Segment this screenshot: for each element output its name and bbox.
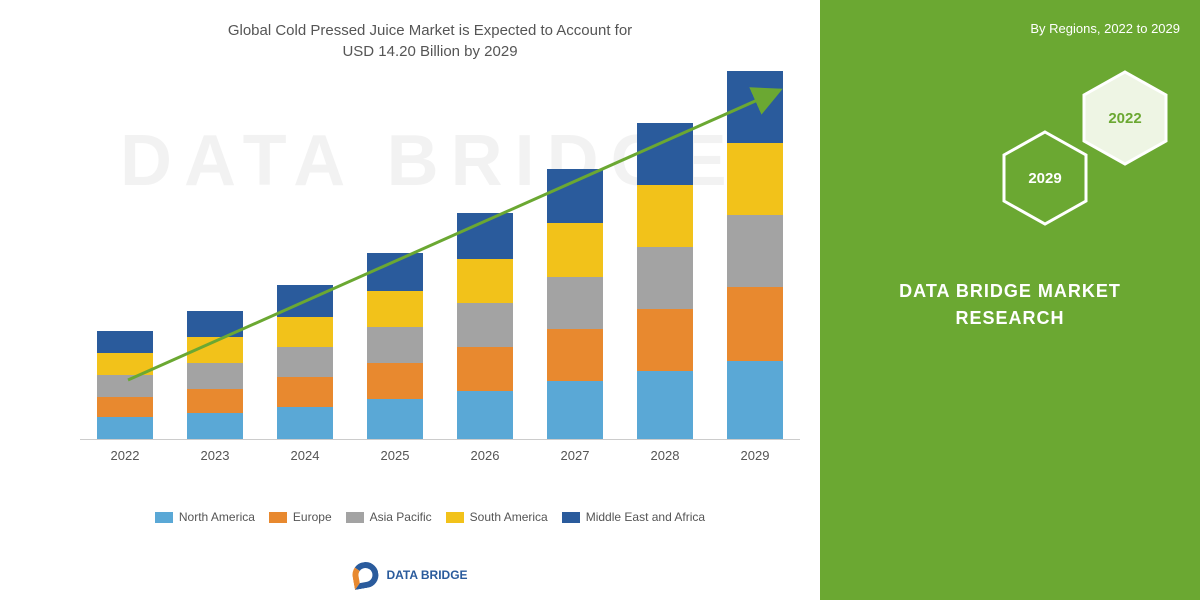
chart-title-line1: Global Cold Pressed Juice Market is Expe… (228, 22, 632, 39)
footer-logo: DATA BRIDGE (352, 562, 467, 588)
legend-label: North America (179, 510, 255, 524)
bar-group: 2023 (187, 311, 243, 439)
bar-segment (727, 215, 783, 287)
bar-segment (97, 417, 153, 439)
x-axis-label: 2024 (277, 448, 333, 463)
bar-group: 2022 (97, 331, 153, 439)
bar-segment (727, 287, 783, 361)
brand-line2: RESEARCH (955, 308, 1064, 328)
bar-segment (367, 253, 423, 291)
bar-segment (547, 329, 603, 381)
bar-group: 2027 (547, 169, 603, 439)
bar-segment (457, 347, 513, 391)
legend-swatch (346, 512, 364, 523)
bar-segment (367, 363, 423, 399)
legend-item: South America (446, 510, 548, 524)
chart-title: Global Cold Pressed Juice Market is Expe… (60, 20, 800, 62)
bar-group: 2029 (727, 71, 783, 439)
logo-mark-icon (350, 560, 380, 590)
bar-segment (727, 361, 783, 439)
legend: North America Europe Asia Pacific South Ame… (60, 510, 800, 524)
bar-segment (547, 277, 603, 329)
legend-swatch (269, 512, 287, 523)
legend-swatch (446, 512, 464, 523)
x-axis-label: 2025 (367, 448, 423, 463)
bar-segment (187, 337, 243, 363)
bar-segment (637, 309, 693, 371)
right-panel: By Regions, 2022 to 2029 2022 2029 DATA … (820, 0, 1200, 600)
bar-segment (637, 123, 693, 185)
bar-segment (187, 311, 243, 337)
bar-segment (367, 399, 423, 439)
footer-text: DATA BRIDGE (386, 568, 467, 582)
legend-label: Middle East and Africa (586, 510, 705, 524)
brand-text: DATA BRIDGE MARKET RESEARCH (840, 278, 1180, 332)
left-panel: Global Cold Pressed Juice Market is Expe… (0, 0, 820, 600)
legend-item: Europe (269, 510, 332, 524)
bar-segment (277, 347, 333, 377)
bar-segment (547, 169, 603, 223)
legend-swatch (562, 512, 580, 523)
hex-2022-label: 2022 (1108, 110, 1141, 127)
bar-segment (187, 363, 243, 389)
legend-label: South America (470, 510, 548, 524)
x-axis-label: 2023 (187, 448, 243, 463)
bar-segment (637, 247, 693, 309)
bar-group: 2024 (277, 285, 333, 439)
legend-swatch (155, 512, 173, 523)
chart-area: 2022 2023 2024 2025 2026 2027 2028 2029 (80, 70, 800, 470)
bar-segment (547, 223, 603, 277)
brand-line1: DATA BRIDGE MARKET (899, 281, 1121, 301)
right-subtitle: By Regions, 2022 to 2029 (840, 20, 1180, 38)
bar-segment (727, 71, 783, 143)
bar-segment (637, 185, 693, 247)
x-axis-label: 2029 (727, 448, 783, 463)
x-axis-label: 2028 (637, 448, 693, 463)
bar-segment (277, 377, 333, 407)
chart-title-line2: USD 14.20 Billion by 2029 (342, 43, 517, 60)
bars-container: 20222023202420252026202720282029 (80, 90, 800, 440)
hex-2022: 2022 (1080, 68, 1170, 168)
legend-item: North America (155, 510, 255, 524)
bar-segment (187, 389, 243, 413)
x-axis-label: 2022 (97, 448, 153, 463)
bar-group: 2025 (367, 253, 423, 439)
bar-segment (277, 407, 333, 439)
bar-segment (97, 397, 153, 417)
bar-segment (547, 381, 603, 439)
hex-2029-label: 2029 (1028, 170, 1061, 187)
bar-segment (457, 259, 513, 303)
bar-segment (277, 285, 333, 317)
bar-group: 2028 (637, 123, 693, 439)
legend-item: Asia Pacific (346, 510, 432, 524)
bar-group: 2026 (457, 213, 513, 439)
bar-segment (367, 327, 423, 363)
x-axis-label: 2027 (547, 448, 603, 463)
bar-segment (637, 371, 693, 439)
x-axis-label: 2026 (457, 448, 513, 463)
hex-2029: 2029 (1000, 128, 1090, 228)
legend-label: Europe (293, 510, 332, 524)
bar-segment (97, 375, 153, 397)
bar-segment (727, 143, 783, 215)
bar-segment (187, 413, 243, 439)
bar-segment (457, 391, 513, 439)
bar-segment (367, 291, 423, 327)
legend-item: Middle East and Africa (562, 510, 705, 524)
hex-container: 2022 2029 (840, 58, 1180, 238)
legend-label: Asia Pacific (370, 510, 432, 524)
bar-segment (277, 317, 333, 347)
bar-segment (97, 353, 153, 375)
bar-segment (457, 213, 513, 259)
bar-segment (457, 303, 513, 347)
bar-segment (97, 331, 153, 353)
